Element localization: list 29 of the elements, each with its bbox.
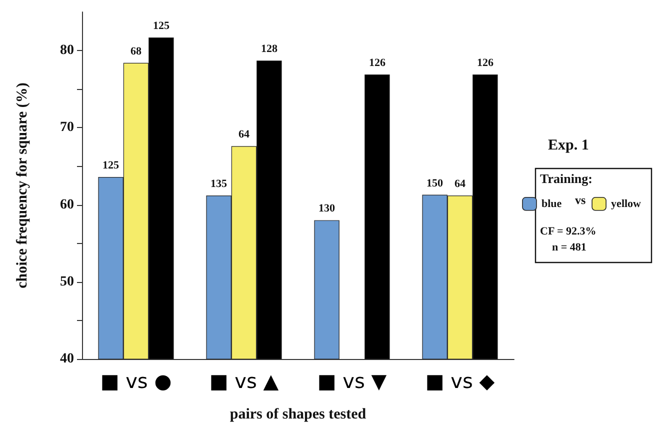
y-tick-label: 60 xyxy=(60,197,74,212)
annotation: 64 xyxy=(238,128,250,141)
annotation: 68 xyxy=(130,45,142,58)
annotation: 128 xyxy=(260,43,278,56)
text: Exp. 1 xyxy=(548,138,589,154)
x-tick-label: ■ vs ◆ xyxy=(425,369,496,393)
y-tick-label: 50 xyxy=(60,274,74,290)
annotation: 150 xyxy=(426,177,444,190)
annotation: 125 xyxy=(102,160,120,172)
annotation: 125 xyxy=(152,20,170,32)
x-axis-title: pairs of shapes tested xyxy=(230,406,367,422)
text: n = 481 xyxy=(552,242,586,254)
text: CF = 92.3% xyxy=(540,226,596,238)
y-axis-title: choice frequency for square (%) xyxy=(14,82,30,288)
y-tick-label: 40 xyxy=(60,352,74,366)
legend-label: blue xyxy=(541,198,562,210)
annotation: 126 xyxy=(368,56,386,69)
annotation: 64 xyxy=(454,178,466,190)
y-tick-label: 70 xyxy=(60,120,74,136)
legend-label: yellow xyxy=(611,198,642,210)
x-tick-label: ■ vs ● xyxy=(100,369,172,393)
legend-title: Training: xyxy=(540,171,592,186)
x-tick-label: ■ vs ▲ xyxy=(209,369,280,393)
annotation: 126 xyxy=(476,56,494,69)
x-tick-label: ■ vs ▼ xyxy=(317,369,388,393)
annotation: 130 xyxy=(318,202,336,215)
annotation: 135 xyxy=(210,178,228,190)
y-tick-label: 80 xyxy=(60,43,74,58)
text: vs xyxy=(575,193,586,207)
